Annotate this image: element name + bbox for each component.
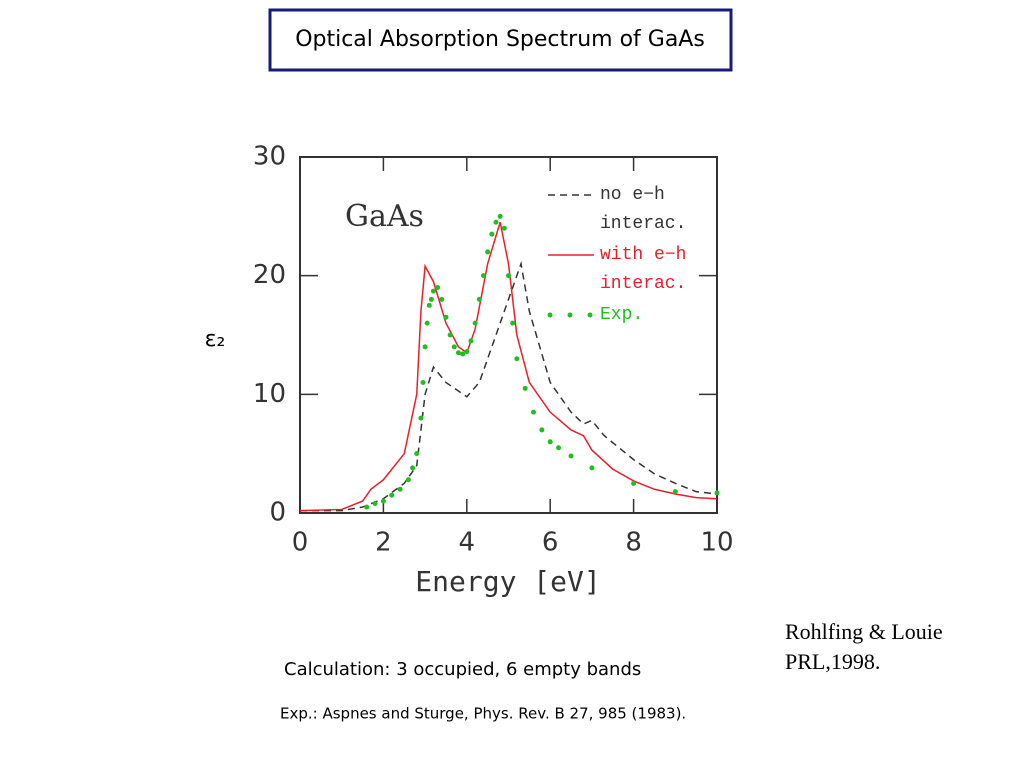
data-point (480, 273, 486, 279)
data-point (472, 320, 478, 326)
slide-title: Optical Absorption Spectrum of GaAs (295, 27, 705, 52)
data-point (501, 225, 507, 231)
y-tick-label: 0 (269, 498, 286, 528)
data-point (455, 350, 461, 356)
y-tick-label: 30 (253, 142, 286, 172)
data-point (547, 439, 553, 445)
data-point (531, 409, 537, 415)
data-point (460, 351, 466, 357)
data-point (422, 344, 428, 350)
data-point (506, 273, 511, 279)
legend-label: Exp. (600, 305, 644, 325)
data-point (430, 288, 436, 294)
y-tick-label: 20 (253, 260, 286, 290)
title-box (268, 8, 733, 72)
series-line (299, 222, 718, 512)
legend-symbol (547, 312, 553, 318)
x-tick-label: 8 (625, 528, 642, 558)
data-point (426, 302, 432, 308)
data-point (589, 465, 595, 471)
x-tick-label: 2 (375, 528, 392, 558)
data-point (514, 356, 520, 362)
note: Calculation: 3 occupied, 6 empty bands (284, 659, 641, 680)
data-point (405, 477, 411, 483)
legend-symbol (587, 312, 593, 318)
data-point (714, 490, 720, 496)
data-point (451, 344, 457, 350)
data-point (428, 296, 434, 302)
data-point (435, 285, 441, 291)
data-point (418, 415, 424, 421)
data-point (397, 486, 403, 492)
data-point (510, 320, 516, 326)
x-tick-label: 4 (459, 528, 476, 558)
data-point (447, 332, 453, 338)
legend-label: no e−h interac. (600, 185, 687, 234)
data-point (464, 349, 470, 355)
x-axis-label: Energy [eV] (415, 565, 600, 598)
data-point (424, 320, 430, 326)
data-point (539, 427, 545, 433)
data-point (485, 249, 491, 255)
data-point (556, 445, 562, 451)
data-point (364, 504, 370, 510)
data-point (476, 296, 482, 302)
data-point (414, 451, 420, 457)
data-point (493, 219, 499, 225)
data-point (468, 338, 474, 344)
data-point (380, 498, 386, 504)
legend-label: with e−h interac. (600, 245, 687, 294)
data-point (372, 501, 378, 507)
note: Exp.: Aspnes and Sturge, Phys. Rev. B 27… (280, 705, 686, 723)
reference: PRL,1998. (785, 649, 880, 674)
annotation: GaAs (345, 199, 424, 234)
plot-frame (299, 156, 718, 514)
x-tick-label: 6 (542, 528, 559, 558)
x-tick-label: 10 (700, 528, 733, 558)
data-point (631, 480, 637, 486)
x-tick-label: 0 (292, 528, 309, 558)
y-axis-label: ε₂ (205, 327, 226, 352)
reference: Rohlfing & Louie (785, 619, 943, 644)
y-tick-label: 10 (253, 379, 286, 409)
data-point (439, 296, 445, 302)
data-point (443, 314, 449, 320)
data-point (410, 465, 416, 471)
data-point (389, 492, 395, 498)
data-point (522, 385, 528, 391)
data-point (568, 453, 574, 459)
data-point (672, 489, 678, 495)
data-point (497, 213, 503, 219)
data-point (489, 231, 495, 237)
legend-symbol (567, 312, 573, 318)
data-point (420, 379, 426, 385)
series-line (300, 260, 718, 512)
